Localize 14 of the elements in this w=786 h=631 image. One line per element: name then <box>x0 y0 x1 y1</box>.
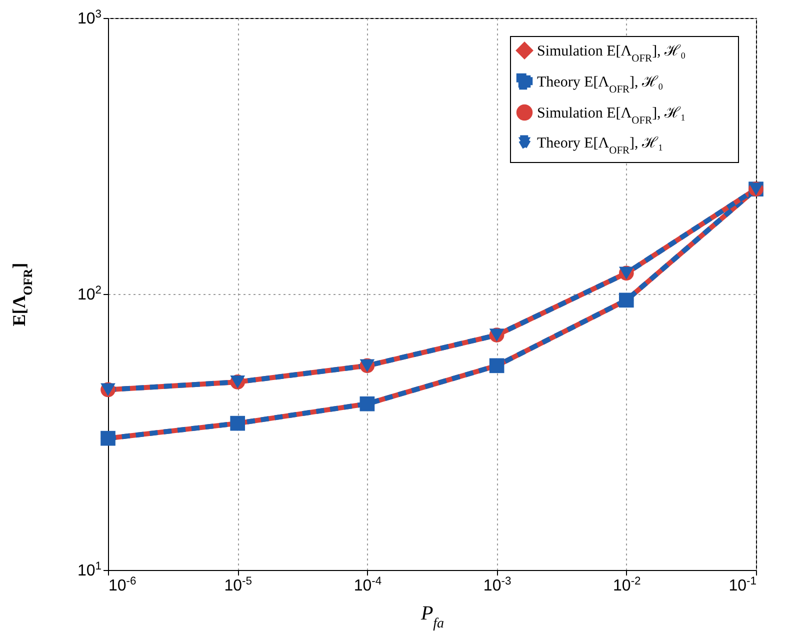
x-tick-label: 10$^{-4}$ <box>354 576 382 594</box>
x-tick-label: 10$^{-6}$ <box>108 576 136 594</box>
x-axis-title: P$_{fa}$ <box>420 602 444 631</box>
legend-label: Simulation E[Λ$_{OFR}$], ℋ₁ <box>537 106 686 126</box>
x-tick-label: 10$^{-3}$ <box>483 576 512 594</box>
legend-label: Simulation E[Λ$_{OFR}$], ℋ₀ <box>537 44 686 64</box>
legend-label: Theory E[Λ$_{OFR}$], ℋ₀ <box>537 74 664 95</box>
legend-label: Theory E[Λ$_{OFR}$], ℋ₁ <box>537 136 664 156</box>
x-tick-label: 10$^{-5}$ <box>224 576 252 594</box>
y-tick-label: 10$^{3}$ <box>77 8 102 28</box>
y-tick-label: 10$^{1}$ <box>77 560 102 580</box>
y-tick-label: 10$^{2}$ <box>77 284 102 304</box>
x-tick-label: 10$^{-2}$ <box>613 576 641 594</box>
x-tick-label: 10$^{-1}$ <box>728 576 756 594</box>
